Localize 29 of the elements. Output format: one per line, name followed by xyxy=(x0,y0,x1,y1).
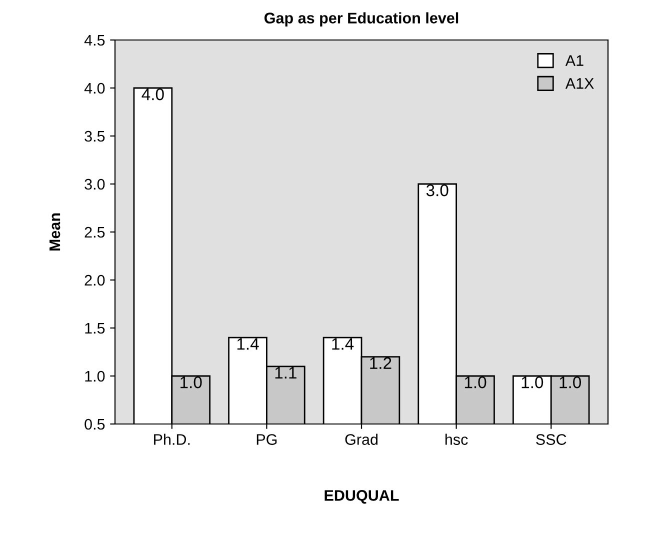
y-tick-label: 0.5 xyxy=(84,418,105,430)
y-tick-label: 2.5 xyxy=(84,226,105,238)
x-axis-title: EDUQUAL xyxy=(324,490,399,504)
data-label: 1.0 xyxy=(522,376,544,388)
y-tick-label: 1.0 xyxy=(85,370,105,382)
data-label: 3.0 xyxy=(426,184,448,196)
x-tick-label: SSC xyxy=(536,434,566,445)
y-tick-label: 3.5 xyxy=(84,130,105,142)
data-label: 1.2 xyxy=(370,357,392,369)
data-label: 1.0 xyxy=(560,376,582,388)
data-label: 1.0 xyxy=(180,376,202,388)
x-tick-label: Grad xyxy=(345,434,378,445)
x-tick-label: Ph.D. xyxy=(154,434,190,445)
data-label: 1.1 xyxy=(275,367,296,378)
legend-label: A1X xyxy=(565,78,594,89)
legend-label: A1 xyxy=(565,55,584,66)
x-tick-label: hsc xyxy=(445,434,468,445)
data-label: 1.4 xyxy=(237,338,259,350)
y-axis-title: Mean xyxy=(50,213,60,251)
x-tick-label: PG xyxy=(256,434,277,445)
y-tick-label: 2.0 xyxy=(84,274,105,286)
y-tick-label: 1.5 xyxy=(85,323,105,334)
y-tick-label: 4.0 xyxy=(84,82,105,94)
data-label: 4.0 xyxy=(142,88,164,100)
y-tick-label: 4.5 xyxy=(84,35,105,46)
data-label: 1.4 xyxy=(332,338,354,350)
chart-title: Gap as per Education level xyxy=(264,12,458,27)
y-tick-label: 3.0 xyxy=(84,178,105,190)
data-label: 1.0 xyxy=(464,376,486,388)
